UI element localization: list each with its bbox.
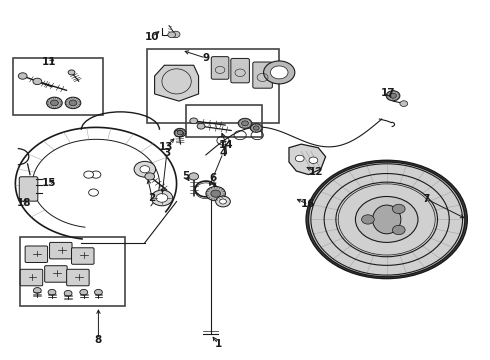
Text: 13: 13	[159, 142, 173, 152]
Bar	[186, 105, 262, 137]
Circle shape	[400, 101, 408, 107]
Circle shape	[295, 155, 304, 162]
FancyBboxPatch shape	[67, 269, 89, 286]
Circle shape	[145, 173, 155, 180]
Circle shape	[84, 171, 94, 178]
Circle shape	[47, 97, 62, 109]
Circle shape	[189, 173, 198, 180]
Text: 6: 6	[210, 173, 217, 183]
Text: 5: 5	[182, 171, 189, 181]
Circle shape	[250, 124, 262, 132]
Circle shape	[253, 126, 259, 130]
Circle shape	[197, 123, 205, 129]
Text: 17: 17	[381, 88, 395, 98]
Circle shape	[50, 100, 58, 106]
FancyBboxPatch shape	[45, 266, 67, 282]
Circle shape	[238, 118, 252, 129]
Bar	[147, 49, 279, 123]
Text: 8: 8	[95, 334, 102, 345]
Circle shape	[68, 70, 75, 75]
Text: 10: 10	[145, 32, 159, 41]
Circle shape	[89, 189, 98, 196]
Circle shape	[309, 162, 465, 277]
Circle shape	[362, 215, 374, 224]
Text: 14: 14	[219, 140, 234, 150]
Circle shape	[392, 204, 405, 213]
Text: 16: 16	[301, 199, 316, 210]
Circle shape	[206, 186, 225, 201]
FancyBboxPatch shape	[19, 177, 38, 201]
Polygon shape	[289, 144, 326, 175]
Text: 9: 9	[202, 53, 209, 63]
FancyBboxPatch shape	[49, 242, 72, 259]
Circle shape	[168, 32, 175, 38]
Circle shape	[390, 93, 396, 98]
Ellipse shape	[372, 205, 401, 234]
Circle shape	[220, 199, 226, 204]
Circle shape	[91, 171, 101, 178]
Circle shape	[18, 73, 27, 79]
Circle shape	[174, 129, 186, 137]
Circle shape	[64, 291, 72, 296]
Circle shape	[95, 289, 102, 295]
Circle shape	[270, 66, 288, 79]
Circle shape	[48, 289, 56, 295]
Circle shape	[171, 31, 180, 38]
Circle shape	[140, 166, 150, 173]
FancyBboxPatch shape	[231, 58, 249, 83]
Circle shape	[216, 196, 230, 207]
Text: 15: 15	[42, 178, 57, 188]
FancyBboxPatch shape	[253, 62, 272, 88]
FancyBboxPatch shape	[25, 246, 48, 262]
Circle shape	[156, 194, 168, 202]
Circle shape	[134, 161, 156, 177]
Circle shape	[264, 61, 295, 84]
Circle shape	[65, 97, 81, 109]
Circle shape	[386, 91, 400, 101]
Circle shape	[355, 197, 418, 242]
Text: 2: 2	[148, 193, 156, 203]
Circle shape	[174, 130, 183, 136]
Polygon shape	[155, 65, 198, 101]
FancyBboxPatch shape	[211, 57, 229, 79]
Circle shape	[69, 100, 77, 106]
Circle shape	[33, 78, 42, 85]
Bar	[13, 58, 103, 116]
Text: 18: 18	[17, 198, 31, 208]
Circle shape	[177, 131, 183, 135]
Circle shape	[309, 157, 318, 163]
Text: 11: 11	[42, 57, 57, 67]
Circle shape	[80, 289, 88, 295]
Circle shape	[242, 121, 248, 126]
Bar	[20, 237, 125, 306]
Text: 4: 4	[220, 148, 227, 158]
Text: 3: 3	[163, 148, 171, 158]
Circle shape	[306, 160, 467, 279]
Text: 1: 1	[215, 339, 222, 349]
Text: 7: 7	[422, 194, 429, 204]
Circle shape	[190, 118, 197, 124]
Text: 12: 12	[309, 167, 323, 177]
Circle shape	[392, 225, 405, 235]
FancyBboxPatch shape	[20, 269, 43, 286]
Circle shape	[33, 288, 41, 293]
Circle shape	[211, 190, 220, 197]
Circle shape	[151, 190, 172, 206]
FancyBboxPatch shape	[72, 248, 94, 264]
